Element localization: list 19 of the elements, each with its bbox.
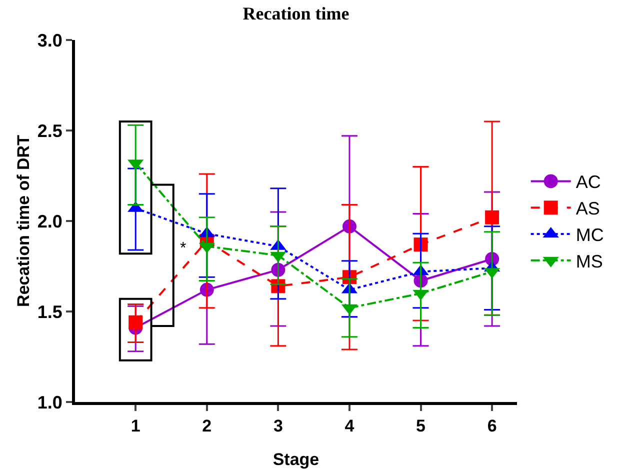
- x-tick-label: 5: [416, 416, 426, 436]
- y-axis-title: Recation time of DRT: [14, 134, 33, 307]
- annotation: *: [180, 240, 186, 257]
- legend-label: MS: [576, 251, 603, 272]
- x-tick-label: 6: [487, 416, 497, 436]
- legend-label: AC: [576, 172, 601, 192]
- y-tick-label: 2.5: [37, 120, 62, 141]
- legend-label: AS: [576, 198, 600, 219]
- x-tick-label: 4: [344, 416, 355, 436]
- x-tick-label: 3: [273, 416, 283, 436]
- y-tick-label: 1.5: [37, 302, 62, 322]
- legend-label: MC: [576, 225, 604, 246]
- x-tick-label: 2: [202, 416, 212, 436]
- chart-title: Recation time: [242, 4, 350, 24]
- x-tick-label: 1: [130, 416, 140, 436]
- x-axis-title: Stage: [272, 450, 320, 469]
- y-tick-label: 2.0: [37, 211, 62, 232]
- y-tick-label: 3.0: [37, 30, 62, 50]
- y-tick-label: 1.0: [37, 392, 62, 412]
